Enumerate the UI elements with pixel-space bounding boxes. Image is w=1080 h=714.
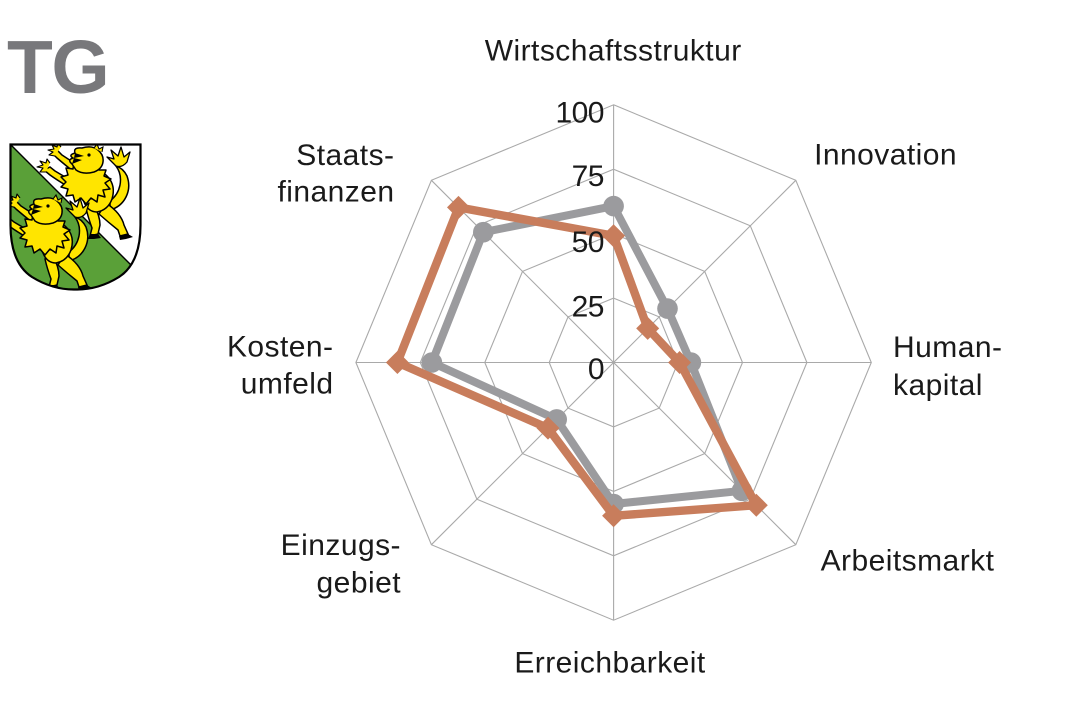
svg-text:Erreichbarkeit: Erreichbarkeit: [514, 647, 706, 680]
svg-text:100: 100: [555, 96, 604, 129]
svg-text:Staats-: Staats-: [296, 139, 394, 172]
svg-text:Kosten-: Kosten-: [227, 331, 334, 364]
svg-text:75: 75: [572, 160, 604, 193]
svg-text:Einzugs-: Einzugs-: [281, 529, 401, 562]
svg-text:kapital: kapital: [893, 369, 983, 402]
svg-text:Innovation: Innovation: [814, 138, 957, 171]
svg-text:gebiet: gebiet: [317, 566, 402, 599]
svg-text:0: 0: [588, 353, 604, 386]
svg-text:25: 25: [572, 291, 604, 324]
svg-text:Arbeitsmarkt: Arbeitsmarkt: [821, 544, 995, 577]
svg-text:finanzen: finanzen: [277, 176, 394, 209]
svg-text:50: 50: [572, 226, 604, 259]
svg-text:Human-: Human-: [893, 331, 1002, 364]
svg-text:umfeld: umfeld: [241, 367, 334, 400]
svg-text:Wirtschaftsstruktur: Wirtschaftsstruktur: [485, 34, 742, 67]
